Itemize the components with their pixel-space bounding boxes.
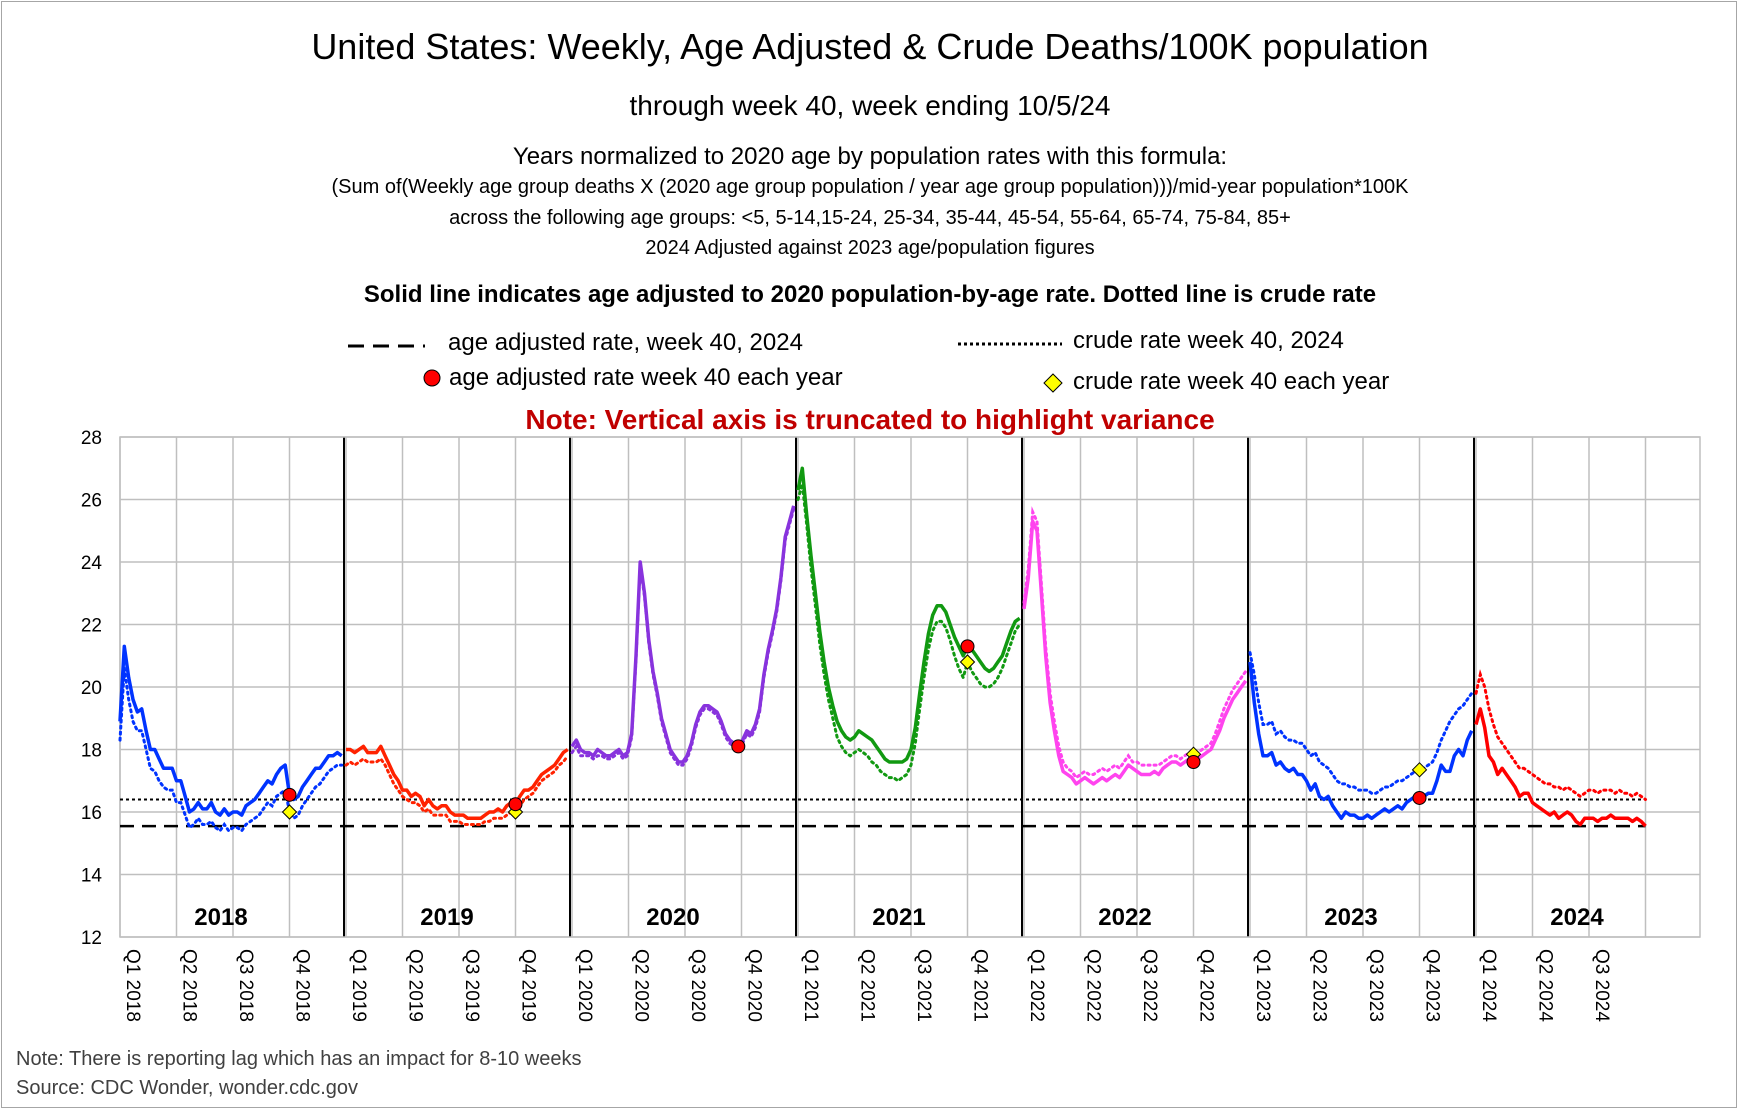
adjusted-week40-marker-2022 (1186, 755, 1201, 769)
footnote-source: Source: CDC Wonder, wonder.cdc.gov (16, 1077, 359, 1099)
legend-adj-marker-label: age adjusted rate week 40 each year (449, 364, 843, 391)
adjusted-line-2020 (570, 505, 796, 764)
x-tick-label: Q2 2024 (1535, 949, 1556, 1022)
x-tick-label: Q3 2020 (687, 949, 708, 1022)
year-label: 2023 (1324, 904, 1377, 931)
formula-text: (Sum of(Weekly age group deaths X (2020 … (331, 176, 1409, 198)
adjusted-week40-marker-2019 (508, 797, 523, 812)
x-tick-label: Q1 2021 (800, 949, 821, 1022)
y-tick-label: 18 (81, 741, 102, 762)
y-tick-label: 16 (81, 803, 102, 824)
legend-marks (348, 342, 1063, 393)
x-tick-label: Q3 2022 (1139, 949, 1160, 1022)
x-tick-label: Q4 2022 (1196, 949, 1217, 1022)
legend-crude-marker-label: crude rate week 40 each year (1073, 368, 1390, 395)
x-tick-label: Q1 2023 (1252, 949, 1273, 1022)
x-tick-label: Q2 2022 (1083, 949, 1104, 1022)
plot-border (119, 436, 1701, 938)
adjusted-week40-marker-2021 (960, 639, 975, 654)
y-tick-label: 24 (81, 553, 103, 574)
legend-adj-marker-swatch (423, 369, 441, 387)
x-tick-label: Q2 2021 (857, 949, 878, 1022)
x-tick-label: Q1 2018 (122, 949, 143, 1022)
crude-line-2023 (1248, 651, 1474, 795)
legend-crude-ref-label: crude rate week 40, 2024 (1073, 327, 1344, 354)
x-tick-label: Q2 2020 (631, 949, 652, 1022)
crude-line-2019 (344, 754, 570, 826)
adjusted-week40-marker-2023 (1412, 790, 1427, 805)
adjusted-line-2021 (796, 466, 1021, 764)
year-label: 2018 (194, 904, 247, 931)
x-tick-label: Q4 2023 (1422, 949, 1443, 1022)
year-label: 2020 (646, 904, 699, 931)
x-tick-label: Q1 2019 (348, 949, 369, 1022)
year-label: 2024 (1550, 904, 1604, 931)
adjusted-line-2022 (1022, 519, 1248, 786)
y-tick-label: 20 (81, 678, 102, 699)
adjusted-line-2023 (1248, 661, 1474, 821)
crude-line-2018 (118, 668, 344, 833)
crude-line-2024 (1474, 669, 1647, 801)
y-tick-label: 22 (81, 616, 102, 637)
legend-crude-marker-swatch (1043, 373, 1063, 393)
x-tick-label: Q3 2021 (913, 949, 934, 1022)
adjusted-line-2024 (1474, 707, 1647, 828)
year-label: 2022 (1098, 904, 1151, 931)
adjusted-week40-marker-2020 (731, 739, 746, 754)
y-tick-label: 28 (81, 428, 102, 449)
crude-week40-marker-2021 (959, 654, 976, 670)
x-tick-label: Q2 2018 (179, 949, 200, 1022)
year-label: 2021 (872, 904, 925, 931)
year-label: 2019 (420, 904, 473, 931)
x-tick-label: Q4 2019 (518, 949, 539, 1022)
x-tick-label: Q3 2019 (461, 949, 482, 1022)
x-tick-label: Q2 2023 (1309, 949, 1330, 1022)
x-tick-label: Q1 2024 (1478, 949, 1499, 1022)
x-tick-label: Q2 2019 (405, 949, 426, 1022)
x-tick-label: Q4 2021 (970, 949, 991, 1022)
x-tick-label: Q3 2018 (235, 949, 256, 1022)
truncated-axis-warning: Note: Vertical axis is truncated to high… (525, 404, 1215, 435)
footnote-lag: Note: There is reporting lag which has a… (16, 1048, 582, 1070)
legend-adj-ref-label: age adjusted rate, week 40, 2024 (448, 329, 803, 356)
adjusted-week40-marker-2018 (282, 787, 297, 802)
adjusted-line-2019 (346, 744, 569, 821)
formula-2024-note: 2024 Adjusted against 2023 age/populatio… (645, 237, 1095, 259)
crude-week40-marker-2018 (281, 804, 298, 820)
crude-line-2021 (796, 483, 1022, 783)
y-tick-label: 14 (81, 866, 103, 887)
y-tick-label: 26 (81, 491, 102, 512)
x-tick-label: Q4 2020 (744, 949, 765, 1022)
y-tick-label: 12 (81, 928, 102, 949)
x-tick-label: Q1 2020 (574, 949, 595, 1022)
x-tick-label: Q3 2023 (1365, 949, 1386, 1022)
line-style-note: Solid line indicates age adjusted to 202… (363, 281, 1377, 308)
crude-week40-marker-2023 (1411, 762, 1428, 778)
x-tick-label: Q1 2022 (1026, 949, 1047, 1022)
chart-subtitle: through week 40, week ending 10/5/24 (629, 90, 1111, 121)
formula-intro: Years normalized to 2020 age by populati… (512, 143, 1228, 170)
x-tick-label: Q4 2018 (292, 949, 313, 1022)
chart-title: United States: Weekly, Age Adjusted & Cr… (311, 26, 1429, 67)
formula-age-groups: across the following age groups: <5, 5-1… (449, 207, 1291, 229)
crude-line-2022 (1022, 506, 1248, 780)
x-tick-label: Q3 2024 (1591, 949, 1612, 1022)
adjusted-line-2018 (118, 644, 343, 817)
